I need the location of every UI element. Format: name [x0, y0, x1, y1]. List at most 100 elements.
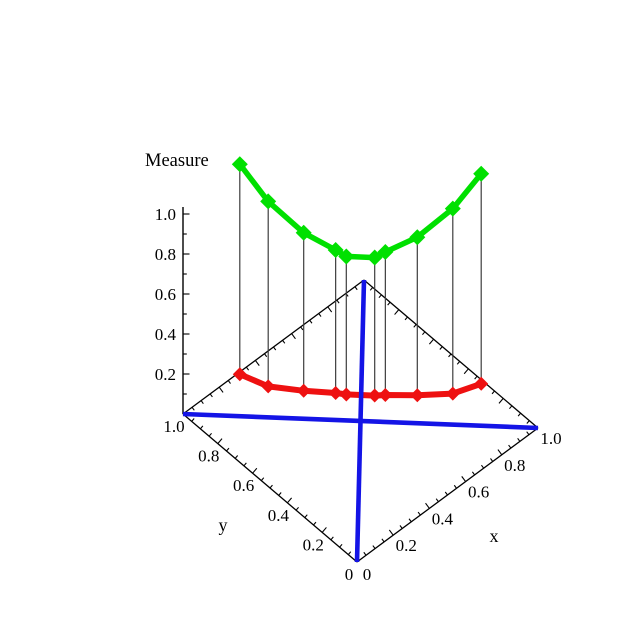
axis-tick [444, 491, 448, 496]
axis-tick [339, 543, 343, 548]
axis-tick [269, 484, 273, 489]
origin-y-zero-label: 0 [345, 565, 354, 584]
y-tick-label: 0.2 [303, 535, 324, 554]
axis-tick [264, 353, 268, 358]
lower-measure-point-marker [367, 388, 382, 403]
axis-tick [508, 444, 512, 449]
x-tick-label: 0.2 [396, 536, 417, 555]
axis-tick [497, 449, 503, 456]
axis-tick [245, 366, 250, 371]
axis-tick [252, 467, 258, 474]
axis-tick [218, 386, 224, 393]
upper-measure-point-marker [231, 156, 248, 173]
upper-measure-curve [237, 161, 484, 261]
axis-tick [369, 287, 374, 291]
axis-tick [498, 398, 504, 404]
axis-tick [243, 462, 247, 467]
axis-tick [408, 518, 412, 523]
axis-tick [399, 525, 403, 529]
axis-tick [428, 338, 435, 345]
y-tick-label: 0.6 [233, 476, 254, 495]
upper-measure-point-marker [327, 242, 344, 259]
y-tick-label: 0.8 [198, 447, 219, 466]
axis-tick [417, 511, 421, 516]
axis-tick [209, 393, 213, 398]
axis-tick [313, 521, 317, 526]
axis-tick [304, 514, 308, 518]
axis-tick [291, 333, 296, 340]
axis-tick [300, 326, 304, 331]
upper-measure-point-marker [409, 229, 426, 246]
x-tick-label: 1.0 [540, 429, 561, 448]
axis-tick [278, 492, 282, 496]
lower-measure-point-marker [410, 388, 425, 403]
axis-tick [227, 380, 231, 384]
y-axis-title: y [219, 515, 228, 535]
axis-tick [191, 418, 195, 422]
upper-measure-point-marker [260, 193, 277, 210]
lower-measure-point-marker [445, 386, 460, 401]
axis-tick [425, 502, 430, 509]
axis-tick [309, 319, 313, 324]
axis-tick [347, 551, 352, 555]
axis-tick [327, 306, 333, 313]
upper-measure-point-marker [338, 248, 355, 265]
upper-measure-point-marker [366, 249, 383, 266]
axis-tick [517, 438, 521, 442]
axis-tick [254, 360, 260, 366]
axis-tick [526, 420, 530, 424]
x-tick-label: 0.4 [432, 509, 454, 528]
axis-tick [480, 464, 485, 469]
axis-tick [448, 353, 452, 358]
axis-tick [330, 536, 334, 541]
axis-tick [286, 497, 293, 504]
z-tick-label: 0.4 [155, 325, 177, 344]
lower-measure-point-marker [296, 383, 311, 398]
axis-tick [200, 400, 204, 404]
z-tick-label: 1.0 [155, 205, 176, 224]
upper-measure-point-marker [473, 165, 490, 182]
axis-tick [199, 425, 204, 430]
axis-tick [526, 431, 530, 436]
axis-tick [191, 406, 195, 411]
axis-tick [234, 455, 239, 459]
lower-measure-point-marker [474, 376, 489, 391]
axis-tick [260, 477, 265, 481]
x-axis-title: x [490, 526, 499, 546]
axis-tick [394, 309, 400, 315]
z-tick-label: 0.8 [155, 245, 176, 264]
axis-tick [381, 538, 385, 543]
axis-tick [208, 432, 212, 437]
y-tick-label: 0.4 [268, 506, 290, 525]
axis-tick [471, 471, 476, 476]
x-tick-label: 0.8 [504, 456, 525, 475]
axis-tick [491, 390, 495, 395]
axis-tick [463, 368, 469, 375]
axis-tick [474, 375, 478, 380]
z-axis-title: Measure [145, 151, 209, 171]
z-tick-label: 0.6 [155, 285, 176, 304]
axis-tick [456, 361, 461, 365]
lower-measure-point-marker [328, 386, 343, 401]
axis-tick [517, 412, 522, 417]
axis-tick [282, 339, 286, 344]
axis-tick [378, 294, 382, 299]
axis-tick [318, 313, 322, 317]
axis-tick [321, 527, 327, 533]
axis-tick [439, 346, 443, 350]
axis-tick [273, 346, 277, 351]
axis-tick [363, 551, 367, 556]
lower-measure-point-marker [261, 379, 276, 394]
axis-tick [404, 316, 408, 321]
y-tick-label: 1.0 [163, 417, 184, 436]
axis-tick [295, 506, 299, 511]
lower-measure-point-marker [232, 367, 247, 382]
axis-tick [461, 476, 467, 482]
x-tick-label: 0.6 [468, 483, 489, 502]
lower-measure-point-marker [339, 387, 354, 402]
upper-measure-point-marker [295, 224, 312, 241]
upper-measure-point-marker [444, 200, 461, 217]
axis-tick [387, 301, 391, 306]
